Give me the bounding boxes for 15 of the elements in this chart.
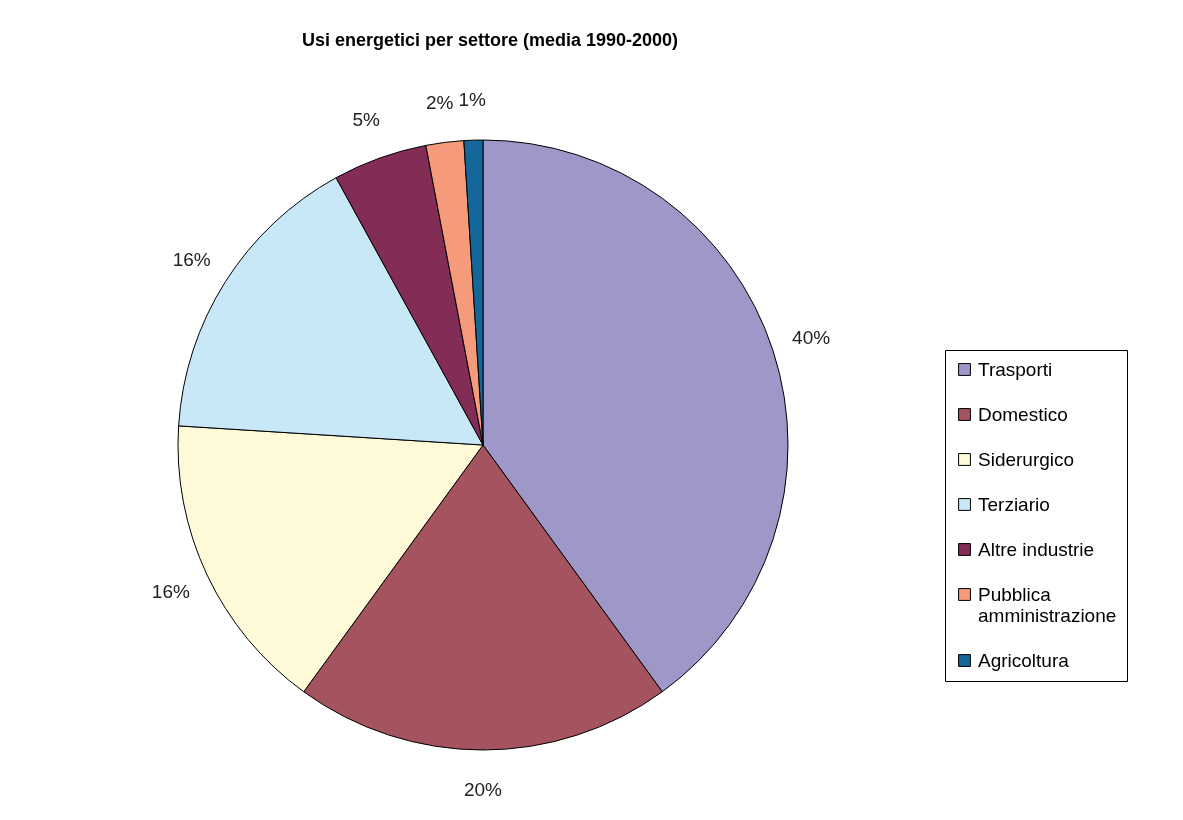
data-label: 20% [463,779,503,800]
data-label: 16% [151,580,190,602]
data-label: 1% [458,89,486,111]
data-label: 16% [172,249,211,271]
legend-label: Altre industrie [978,538,1095,560]
legend-label: Siderurgico [978,448,1075,470]
legend-label: Terziario [978,493,1050,515]
data-label: 40% [792,327,831,349]
legend-label: Pubblica amministrazione [978,583,1117,626]
chart-title: Usi energetici per settore (media 1990-2000) [301,30,679,50]
legend-label: Domestico [978,403,1068,425]
legend-label: Trasporti [978,358,1053,380]
legend-label: Agricoltura [978,649,1070,671]
data-label: 2% [426,91,454,113]
data-label: 5% [352,109,380,131]
